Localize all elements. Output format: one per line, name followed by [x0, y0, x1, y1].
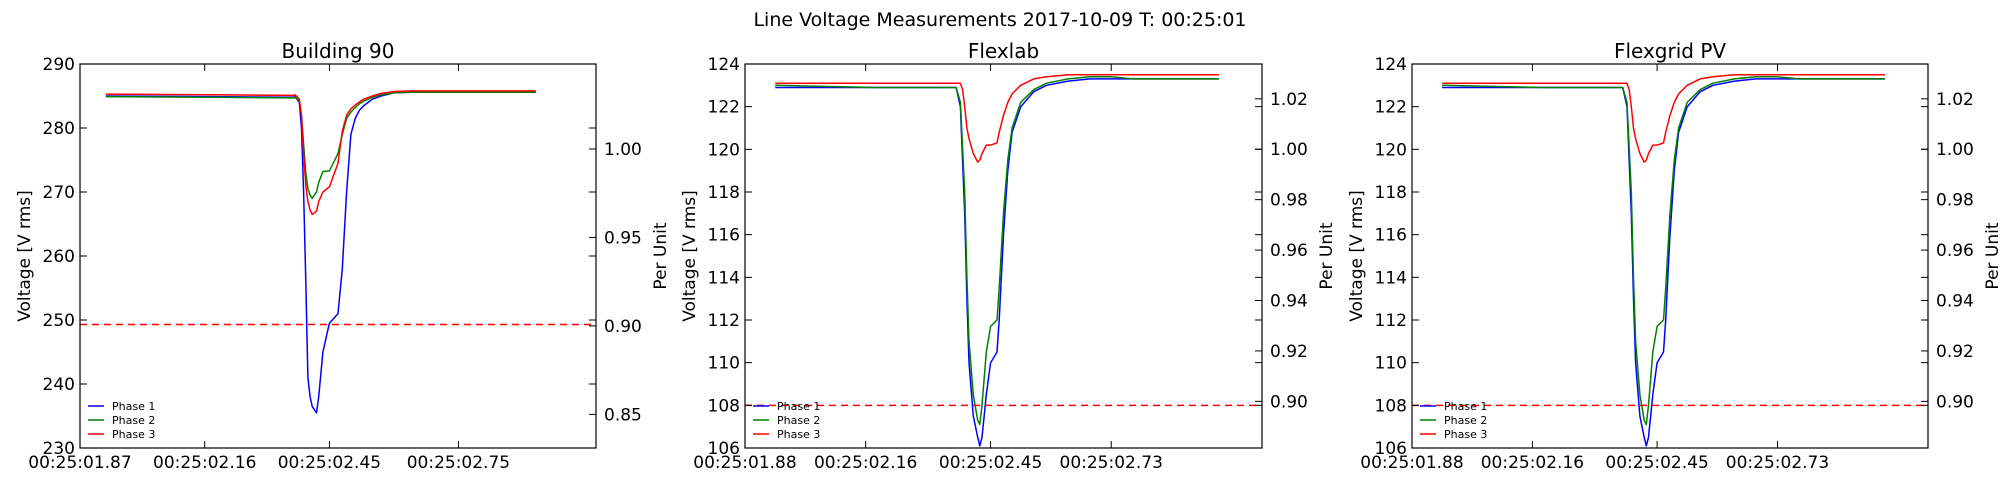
y2-tick-label: 1.02 — [1936, 90, 1974, 110]
y2-axis-label: Per Unit — [1317, 222, 1337, 289]
x-tick-label: 00:25:02.45 — [278, 453, 381, 473]
chart-building-90: Building 90 230 240 250 260 270 280 290 0.85 0.90… — [15, 39, 671, 473]
legend-label-phase-1: Phase 1 — [1444, 400, 1487, 413]
series-line-phase-3 — [1442, 73, 1885, 163]
y-axis-label: Voltage [V rms] — [1347, 190, 1367, 322]
axes-frame — [744, 63, 1263, 449]
y-tick-label: 240 — [43, 375, 75, 395]
y-tick-label: 106 — [1375, 439, 1407, 459]
chart-flexlab: Flexlab 106 108 110 112 114 116 118 120 122 124 0.9… — [680, 39, 1337, 473]
y-tick-label: 122 — [1375, 98, 1407, 118]
y-tick-label: 110 — [1375, 354, 1407, 374]
y-tick-label: 116 — [708, 226, 740, 246]
y2-tick-label: 1.00 — [604, 140, 642, 160]
y2-axis-label: Per Unit — [651, 222, 671, 289]
y2-tick-label: 1.00 — [1936, 140, 1974, 160]
x-tick-label: 00:25:02.16 — [153, 453, 256, 473]
x-tick-label: 00:25:02.73 — [1726, 453, 1829, 473]
y-tick-label: 114 — [708, 268, 740, 288]
y-tick-label: 124 — [708, 55, 740, 75]
series-line-phase-3 — [775, 73, 1219, 163]
legend-label-phase-3: Phase 3 — [777, 428, 820, 441]
y-tick-label: 108 — [708, 396, 740, 416]
y2-tick-label: 0.95 — [604, 228, 642, 248]
y-tick-label: 106 — [708, 439, 740, 459]
x-tick-label: 00:25:02.16 — [1481, 453, 1584, 473]
plot-area — [745, 73, 1262, 447]
legend-label-phase-2: Phase 2 — [112, 414, 155, 427]
legend-label-phase-2: Phase 2 — [777, 414, 820, 427]
y-tick-label: 124 — [1375, 55, 1407, 75]
y2-tick-label: 0.85 — [604, 405, 642, 425]
series-line-phase-2 — [775, 76, 1219, 426]
y-axis-label: Voltage [V rms] — [680, 190, 700, 322]
y2-tick-label: 0.96 — [1936, 241, 1974, 261]
y2-tick-label: 0.90 — [1270, 392, 1308, 412]
y2-tick-label: 0.98 — [1936, 191, 1974, 211]
y2-tick-label: 1.02 — [1270, 90, 1308, 110]
y-tick-label: 108 — [1375, 396, 1407, 416]
y-tick-label: 250 — [43, 311, 75, 331]
y-tick-label: 112 — [1375, 311, 1407, 331]
y2-tick-label: 0.92 — [1270, 342, 1308, 362]
y2-tick-label: 0.90 — [1936, 392, 1974, 412]
legend-label-phase-3: Phase 3 — [112, 428, 155, 441]
y2-tick-label: 1.00 — [1270, 140, 1308, 160]
x-tick-label: 00:25:01.88 — [1360, 453, 1463, 473]
x-tick-label: 00:25:02.45 — [1605, 453, 1708, 473]
y-tick-label: 290 — [43, 55, 75, 75]
y-tick-label: 116 — [1375, 226, 1407, 246]
plot-area — [80, 90, 596, 414]
legend-label-phase-2: Phase 2 — [1444, 414, 1487, 427]
chart-flexgrid-pv: Flexgrid PV 106 108 110 112 114 116 118 120 122 12… — [1347, 39, 2000, 473]
x-tick-label: 00:25:02.73 — [1060, 453, 1163, 473]
y-tick-label: 120 — [1375, 140, 1407, 160]
series-line-phase-3 — [105, 90, 536, 216]
y2-tick-label: 0.98 — [1270, 191, 1308, 211]
legend-label-phase-3: Phase 3 — [1444, 428, 1487, 441]
y-tick-label: 270 — [43, 183, 75, 203]
y-tick-label: 230 — [43, 439, 75, 459]
y2-tick-label: 0.94 — [1936, 292, 1974, 312]
y-tick-label: 118 — [708, 183, 740, 203]
y-axis-label: Voltage [V rms] — [15, 190, 35, 322]
legend-label-phase-1: Phase 1 — [777, 400, 820, 413]
y-tick-label: 112 — [708, 311, 740, 331]
y2-tick-label: 0.96 — [1270, 241, 1308, 261]
y2-tick-label: 0.94 — [1270, 292, 1308, 312]
y-tick-label: 280 — [43, 119, 75, 139]
plot-area — [1412, 73, 1928, 447]
figure-suptitle: Line Voltage Measurements 2017-10-09 T: … — [753, 9, 1246, 31]
chart-title: Flexgrid PV — [1614, 39, 1726, 63]
x-tick-label: 00:25:02.16 — [814, 453, 917, 473]
x-tick-label: 00:25:02.45 — [939, 453, 1042, 473]
axes-frame — [1411, 63, 1929, 449]
chart-title: Flexlab — [968, 39, 1039, 63]
y-tick-label: 122 — [708, 98, 740, 118]
series-line-phase-2 — [1442, 76, 1885, 426]
chart-title: Building 90 — [282, 39, 395, 63]
y-tick-label: 260 — [43, 247, 75, 267]
y2-tick-label: 0.92 — [1936, 342, 1974, 362]
y-tick-label: 114 — [1375, 268, 1407, 288]
legend-label-phase-1: Phase 1 — [112, 400, 155, 413]
x-tick-label: 00:25:02.75 — [407, 453, 510, 473]
y2-axis-label: Per Unit — [1983, 222, 2000, 289]
x-tick-label: 00:25:01.88 — [693, 453, 796, 473]
y-tick-label: 110 — [708, 354, 740, 374]
y-tick-label: 118 — [1375, 183, 1407, 203]
x-tick-label: 00:25:01.87 — [28, 453, 131, 473]
y2-tick-label: 0.90 — [604, 317, 642, 337]
y-tick-label: 120 — [708, 140, 740, 160]
